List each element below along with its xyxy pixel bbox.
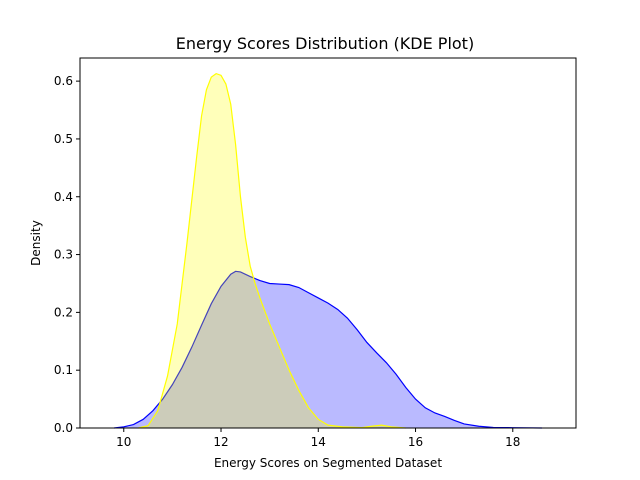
plot-frame [79,57,577,429]
y-tick-label: 0.4 [54,190,73,204]
y-tick-label: 0.6 [54,74,73,88]
series-2-area [138,73,406,429]
x-tick-label: 16 [408,435,423,449]
x-tick-label: 12 [213,435,228,449]
y-tick-label: 0.3 [54,248,73,262]
y-axis-label: Density [29,220,43,266]
series-1-area [114,271,542,428]
chart-title: Energy Scores Distribution (KDE Plot) [176,34,474,53]
y-tick-label: 0.0 [54,421,73,435]
series-1-line [113,270,542,429]
y-axis: 0.0 0.1 0.2 0.3 0.4 0.5 0.6 [54,74,80,435]
x-tick-label: 10 [116,435,131,449]
y-tick-label: 0.2 [54,305,73,319]
x-axis-label: Energy Scores on Segmented Dataset [214,456,442,470]
y-tick-label: 0.1 [54,363,73,377]
series-2-line [138,72,406,429]
series-layer [113,72,542,429]
y-tick-label: 0.5 [54,132,73,146]
x-axis: 10 12 14 16 18 [116,428,520,449]
x-tick-label: 14 [311,435,326,449]
x-tick-label: 18 [505,435,520,449]
